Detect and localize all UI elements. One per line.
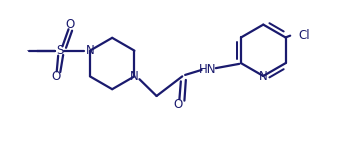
Text: S: S bbox=[27, 50, 28, 51]
Text: N: N bbox=[259, 70, 268, 82]
Text: S: S bbox=[56, 44, 63, 57]
Text: O: O bbox=[174, 98, 183, 111]
Text: O: O bbox=[66, 19, 75, 31]
Text: N: N bbox=[130, 70, 139, 83]
Text: N: N bbox=[86, 44, 94, 57]
Text: Cl: Cl bbox=[298, 29, 310, 42]
Text: HN: HN bbox=[199, 63, 217, 76]
Text: O: O bbox=[51, 70, 60, 83]
Text: S: S bbox=[27, 50, 28, 51]
